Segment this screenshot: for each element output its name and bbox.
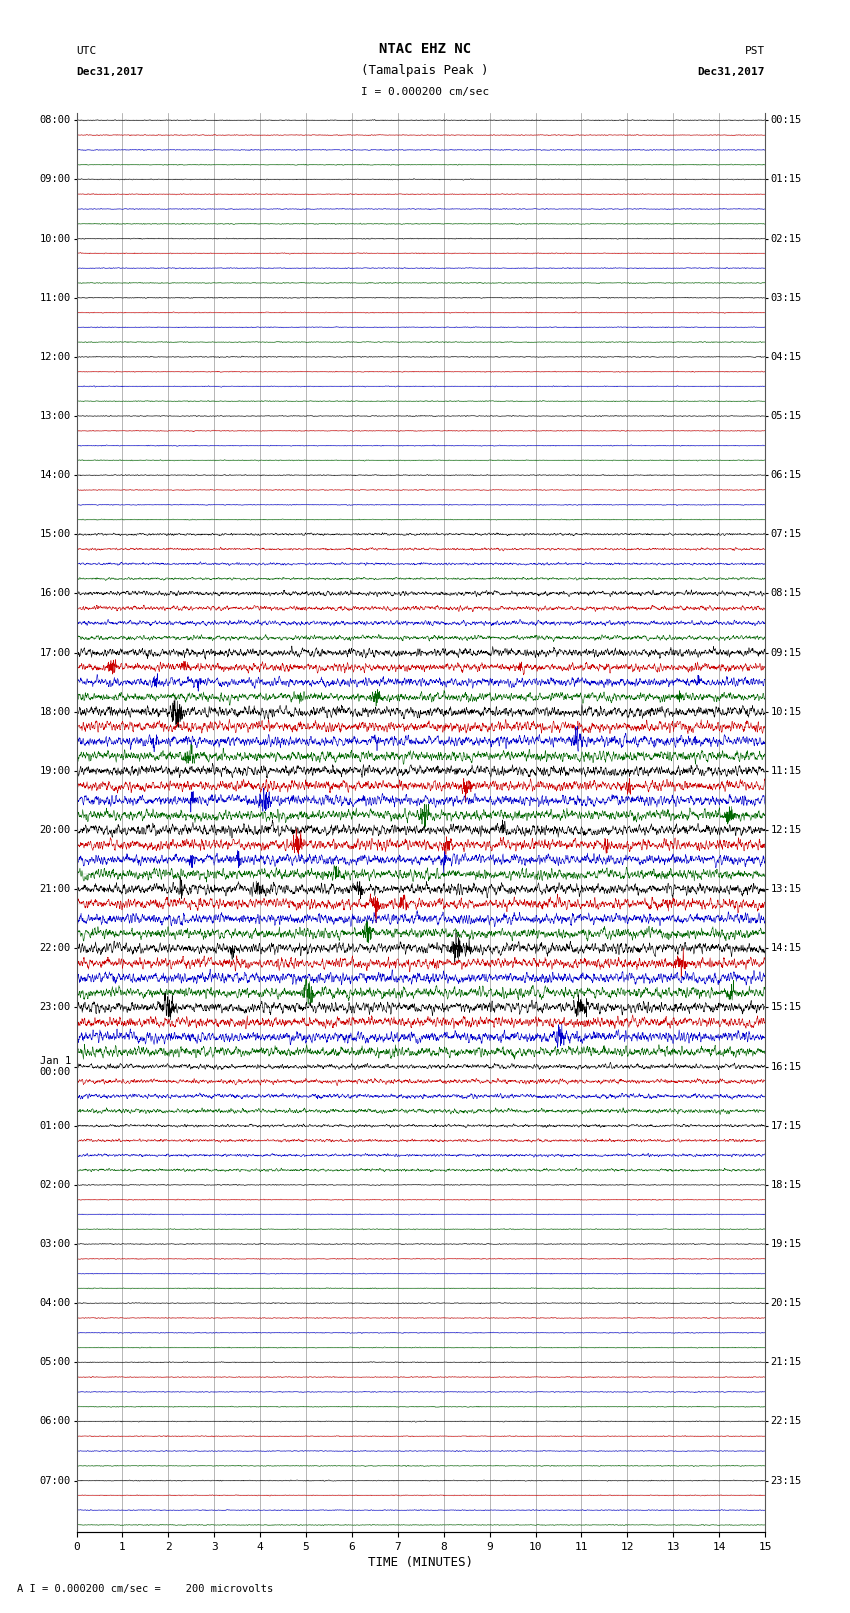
Text: Dec31,2017: Dec31,2017 xyxy=(76,68,144,77)
Text: (Tamalpais Peak ): (Tamalpais Peak ) xyxy=(361,65,489,77)
Text: Dec31,2017: Dec31,2017 xyxy=(698,68,765,77)
Text: UTC: UTC xyxy=(76,47,97,56)
Text: NTAC EHZ NC: NTAC EHZ NC xyxy=(379,42,471,56)
X-axis label: TIME (MINUTES): TIME (MINUTES) xyxy=(368,1557,473,1569)
Text: I = 0.000200 cm/sec: I = 0.000200 cm/sec xyxy=(361,87,489,97)
Text: A I = 0.000200 cm/sec =    200 microvolts: A I = 0.000200 cm/sec = 200 microvolts xyxy=(17,1584,273,1594)
Text: PST: PST xyxy=(745,47,765,56)
